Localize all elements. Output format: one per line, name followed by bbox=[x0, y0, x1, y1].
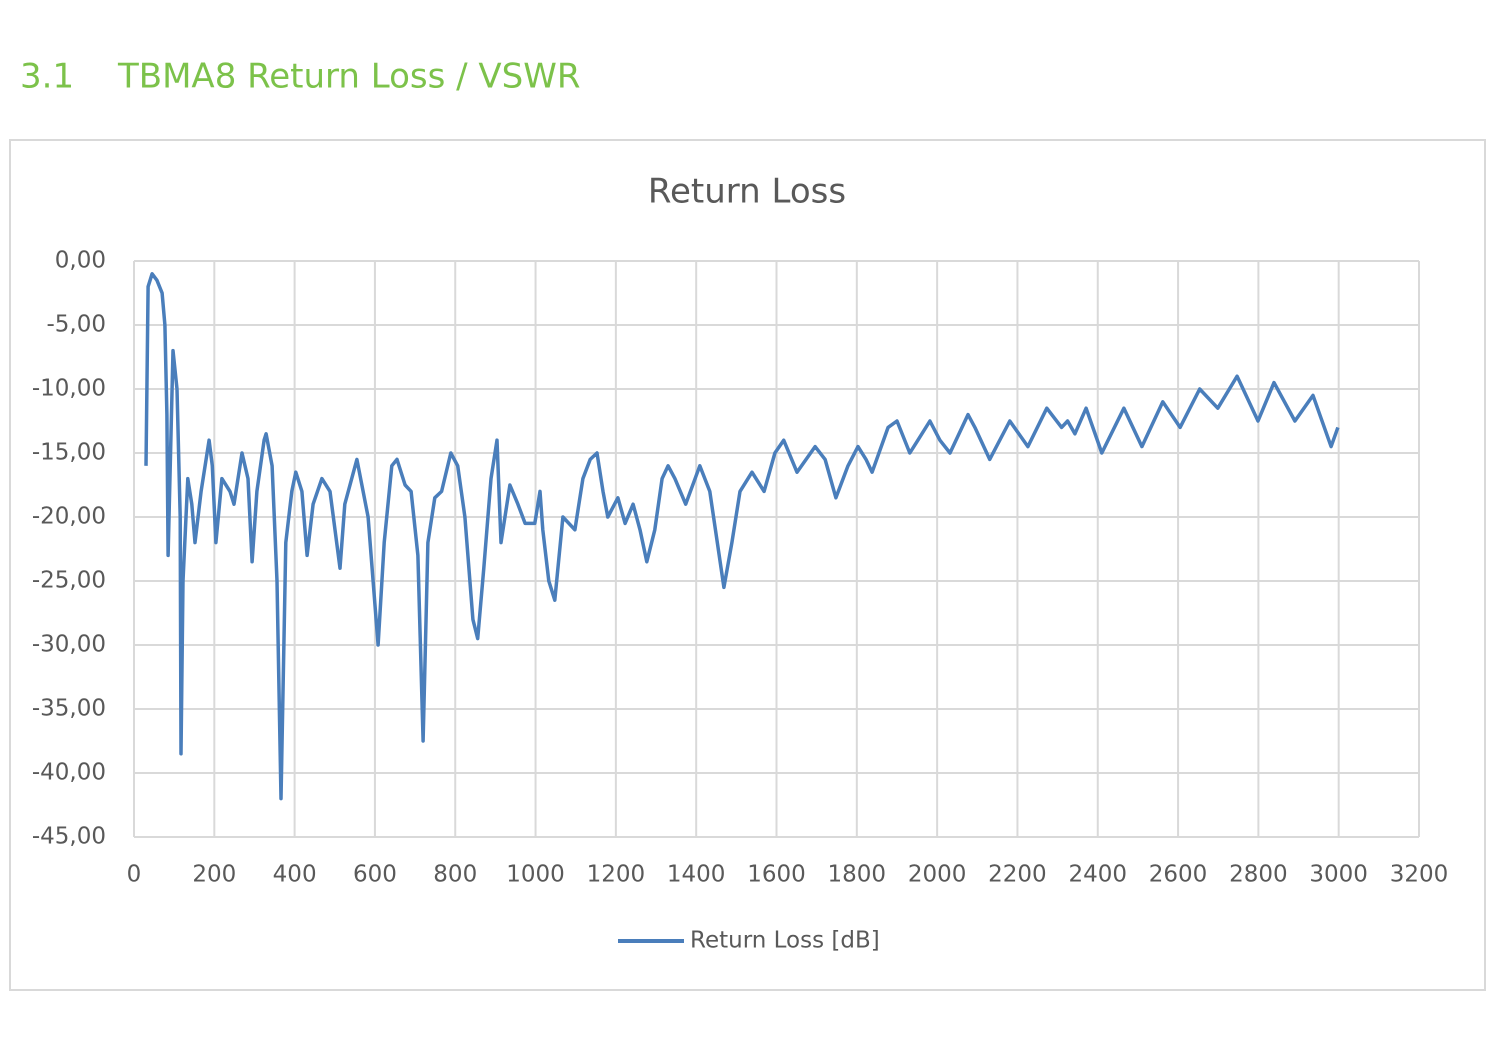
x-tick-label: 3200 bbox=[1390, 862, 1449, 888]
x-tick-label: 3000 bbox=[1309, 862, 1368, 888]
x-tick-label: 400 bbox=[273, 862, 317, 888]
x-tick-label: 1600 bbox=[747, 862, 806, 888]
x-tick-label: 1800 bbox=[828, 862, 887, 888]
x-tick-label: 2000 bbox=[908, 862, 967, 888]
section-title: TBMA8 Return Loss / VSWR bbox=[117, 57, 581, 97]
legend-label: Return Loss [dB] bbox=[690, 928, 880, 954]
x-tick-label: 2400 bbox=[1068, 862, 1127, 888]
x-tick-label: 2200 bbox=[988, 862, 1047, 888]
x-tick-label: 2800 bbox=[1229, 862, 1288, 888]
y-tick-label: -40,00 bbox=[32, 760, 106, 786]
x-tick-label: 800 bbox=[433, 862, 477, 888]
y-tick-label: -15,00 bbox=[32, 440, 106, 466]
y-tick-label: -30,00 bbox=[32, 632, 106, 658]
y-tick-label: -20,00 bbox=[32, 504, 106, 530]
y-tick-label: -10,00 bbox=[32, 376, 106, 402]
y-tick-label: -5,00 bbox=[46, 312, 106, 338]
y-tick-label: -35,00 bbox=[32, 696, 106, 722]
x-tick-label: 1000 bbox=[506, 862, 565, 888]
x-tick-label: 0 bbox=[127, 862, 142, 888]
x-tick-label: 2600 bbox=[1149, 862, 1208, 888]
y-tick-label: -45,00 bbox=[32, 824, 106, 850]
y-tick-label: 0,00 bbox=[55, 248, 106, 274]
x-tick-label: 1400 bbox=[667, 862, 726, 888]
section-number: 3.1 bbox=[20, 57, 74, 97]
y-tick-label: -25,00 bbox=[32, 568, 106, 594]
chart-title: Return Loss bbox=[648, 172, 846, 212]
x-tick-label: 600 bbox=[353, 862, 397, 888]
chart-frame bbox=[9, 139, 1486, 991]
data-line bbox=[144, 272, 1340, 801]
x-tick-label: 200 bbox=[192, 862, 236, 888]
x-tick-label: 1200 bbox=[587, 862, 646, 888]
